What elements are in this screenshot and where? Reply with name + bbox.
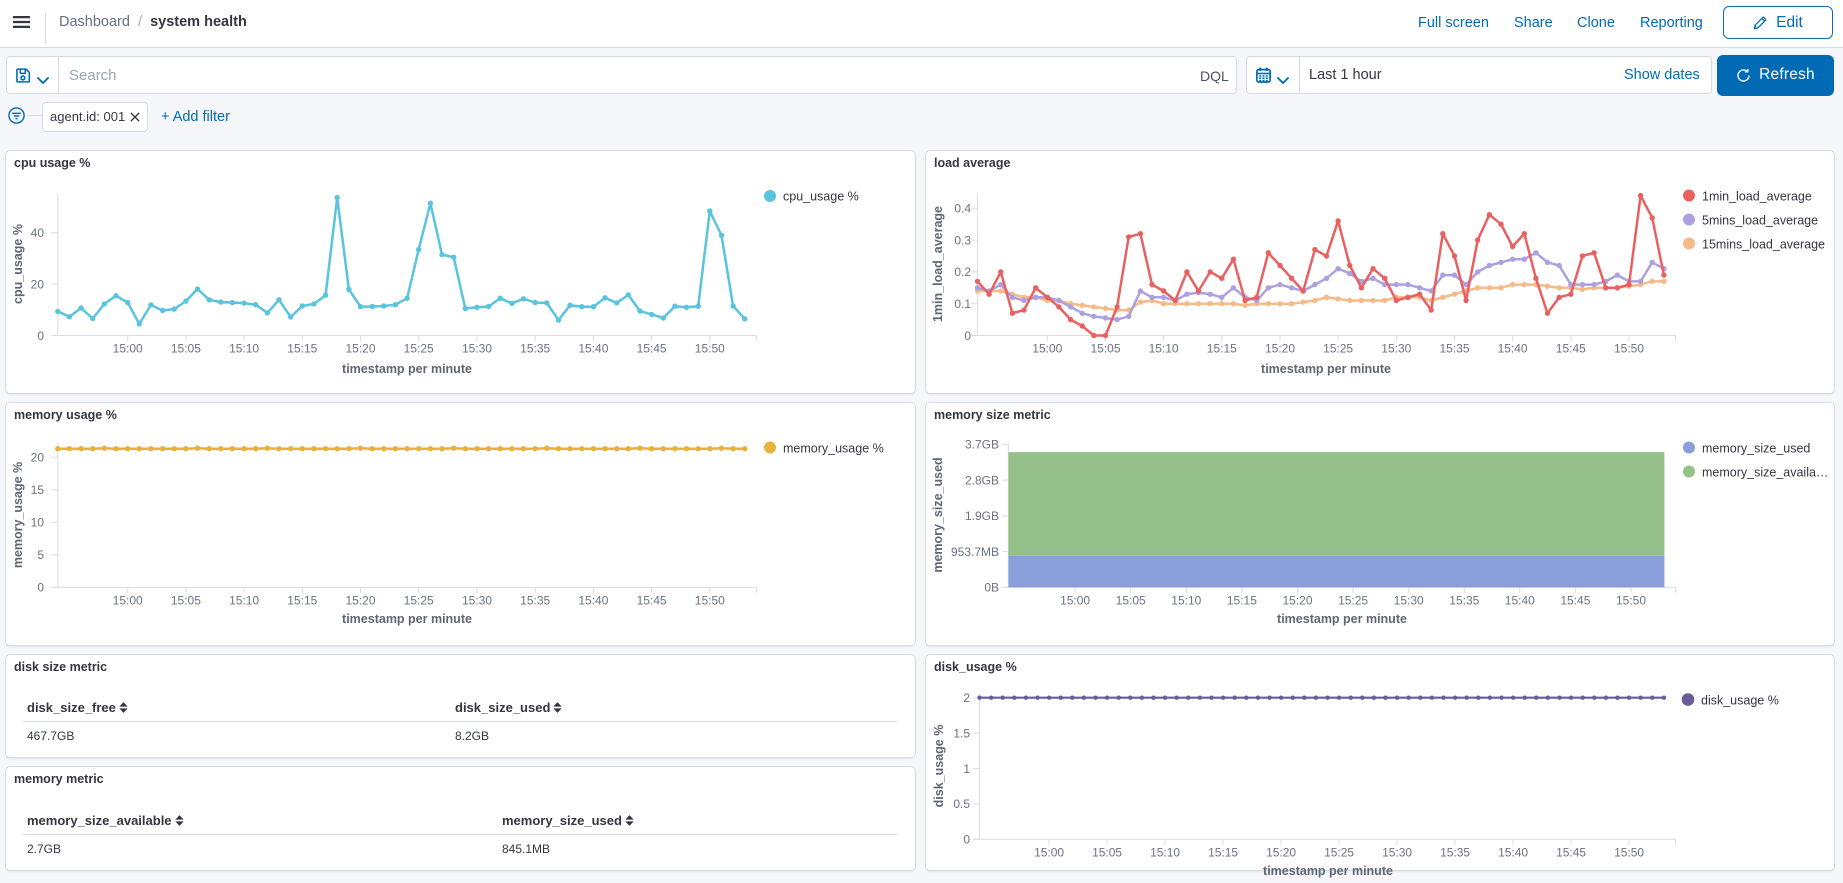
svg-text:15:25: 15:25 xyxy=(404,342,434,356)
svg-text:15:50: 15:50 xyxy=(1614,846,1644,860)
svg-text:15:15: 15:15 xyxy=(287,594,317,608)
svg-text:20: 20 xyxy=(31,451,45,465)
svg-text:15:35: 15:35 xyxy=(1440,846,1470,860)
svg-text:15:50: 15:50 xyxy=(1614,342,1644,356)
svg-text:memory_usage %: memory_usage % xyxy=(783,442,884,456)
svg-text:10: 10 xyxy=(31,516,45,530)
svg-text:15mins_load_average: 15mins_load_average xyxy=(1702,238,1825,252)
svg-text:1.9GB: 1.9GB xyxy=(965,509,999,523)
svg-text:2.8GB: 2.8GB xyxy=(965,473,999,487)
svg-text:15:10: 15:10 xyxy=(1171,594,1201,608)
svg-text:953.7MB: 953.7MB xyxy=(951,545,999,559)
svg-text:0: 0 xyxy=(964,329,971,343)
svg-text:memory_size_used: memory_size_used xyxy=(1702,442,1810,456)
svg-text:0: 0 xyxy=(37,581,44,595)
svg-text:15:05: 15:05 xyxy=(171,342,201,356)
svg-text:15:40: 15:40 xyxy=(578,594,608,608)
svg-text:15:00: 15:00 xyxy=(113,342,143,356)
svg-text:15:10: 15:10 xyxy=(1149,342,1179,356)
svg-text:15:30: 15:30 xyxy=(1381,342,1411,356)
svg-text:15:00: 15:00 xyxy=(1032,342,1062,356)
svg-text:15:40: 15:40 xyxy=(1498,846,1528,860)
svg-text:15:10: 15:10 xyxy=(1150,846,1180,860)
svg-text:15:00: 15:00 xyxy=(1034,846,1064,860)
svg-text:15:20: 15:20 xyxy=(1282,594,1312,608)
svg-text:15:05: 15:05 xyxy=(1090,342,1120,356)
svg-text:15:05: 15:05 xyxy=(1092,846,1122,860)
svg-text:0.4: 0.4 xyxy=(954,202,971,216)
svg-text:0.1: 0.1 xyxy=(954,297,971,311)
svg-text:15:30: 15:30 xyxy=(462,342,492,356)
svg-text:15:25: 15:25 xyxy=(404,594,434,608)
svg-text:0.3: 0.3 xyxy=(954,233,971,247)
svg-text:15:45: 15:45 xyxy=(637,594,667,608)
svg-text:15: 15 xyxy=(31,483,45,497)
svg-text:cpu_usage %: cpu_usage % xyxy=(11,224,25,304)
svg-text:20: 20 xyxy=(31,277,45,291)
svg-text:15:40: 15:40 xyxy=(1505,594,1535,608)
svg-text:15:50: 15:50 xyxy=(695,342,725,356)
svg-text:0.5: 0.5 xyxy=(953,797,970,811)
svg-text:15:00: 15:00 xyxy=(113,594,143,608)
svg-text:15:50: 15:50 xyxy=(695,594,725,608)
svg-text:15:50: 15:50 xyxy=(1616,594,1646,608)
svg-text:15:35: 15:35 xyxy=(520,594,550,608)
svg-text:disk_usage %: disk_usage % xyxy=(1701,694,1779,708)
svg-text:5mins_load_average: 5mins_load_average xyxy=(1702,214,1818,228)
svg-text:timestamp per minute: timestamp per minute xyxy=(1277,612,1407,626)
svg-text:15:45: 15:45 xyxy=(637,342,667,356)
svg-text:15:45: 15:45 xyxy=(1556,846,1586,860)
svg-text:1: 1 xyxy=(963,762,970,776)
svg-text:15:45: 15:45 xyxy=(1556,342,1586,356)
svg-text:15:20: 15:20 xyxy=(345,594,375,608)
svg-text:1min_load_average: 1min_load_average xyxy=(1702,190,1812,204)
svg-text:15:40: 15:40 xyxy=(1498,342,1528,356)
svg-text:timestamp per minute: timestamp per minute xyxy=(1263,864,1393,878)
svg-text:15:30: 15:30 xyxy=(462,594,492,608)
svg-text:3.7GB: 3.7GB xyxy=(965,438,999,452)
svg-text:cpu_usage %: cpu_usage % xyxy=(783,190,859,204)
svg-text:15:20: 15:20 xyxy=(1265,342,1295,356)
svg-text:memory_size_used: memory_size_used xyxy=(931,457,945,572)
svg-text:15:35: 15:35 xyxy=(1439,342,1469,356)
svg-text:15:30: 15:30 xyxy=(1382,846,1412,860)
svg-text:15:10: 15:10 xyxy=(229,594,259,608)
svg-text:15:15: 15:15 xyxy=(1207,342,1237,356)
svg-text:0.2: 0.2 xyxy=(954,265,971,279)
svg-text:0: 0 xyxy=(37,329,44,343)
svg-text:15:15: 15:15 xyxy=(287,342,317,356)
svg-text:memory_usage %: memory_usage % xyxy=(11,462,25,568)
svg-text:15:05: 15:05 xyxy=(171,594,201,608)
svg-text:2: 2 xyxy=(963,691,970,705)
svg-text:15:00: 15:00 xyxy=(1060,594,1090,608)
svg-text:15:25: 15:25 xyxy=(1323,342,1353,356)
svg-text:15:40: 15:40 xyxy=(578,342,608,356)
svg-text:15:45: 15:45 xyxy=(1560,594,1590,608)
svg-text:15:25: 15:25 xyxy=(1338,594,1368,608)
svg-text:15:25: 15:25 xyxy=(1324,846,1354,860)
svg-text:0B: 0B xyxy=(984,581,999,595)
svg-text:15:30: 15:30 xyxy=(1394,594,1424,608)
svg-text:timestamp per minute: timestamp per minute xyxy=(342,362,472,376)
svg-text:timestamp per minute: timestamp per minute xyxy=(342,612,472,626)
svg-text:memory_size_availa…: memory_size_availa… xyxy=(1702,466,1828,480)
svg-text:15:15: 15:15 xyxy=(1208,846,1238,860)
svg-text:15:20: 15:20 xyxy=(1266,846,1296,860)
svg-text:5: 5 xyxy=(37,548,44,562)
svg-text:15:05: 15:05 xyxy=(1116,594,1146,608)
svg-text:15:15: 15:15 xyxy=(1227,594,1257,608)
svg-text:1.5: 1.5 xyxy=(953,726,970,740)
svg-text:timestamp per minute: timestamp per minute xyxy=(1261,362,1391,376)
svg-text:15:10: 15:10 xyxy=(229,342,259,356)
svg-text:15:35: 15:35 xyxy=(1449,594,1479,608)
svg-text:15:20: 15:20 xyxy=(345,342,375,356)
svg-text:1min_load_average: 1min_load_average xyxy=(931,206,945,322)
svg-text:disk_usage %: disk_usage % xyxy=(932,725,946,808)
svg-text:0: 0 xyxy=(963,833,970,847)
svg-text:40: 40 xyxy=(31,226,45,240)
svg-text:15:35: 15:35 xyxy=(520,342,550,356)
